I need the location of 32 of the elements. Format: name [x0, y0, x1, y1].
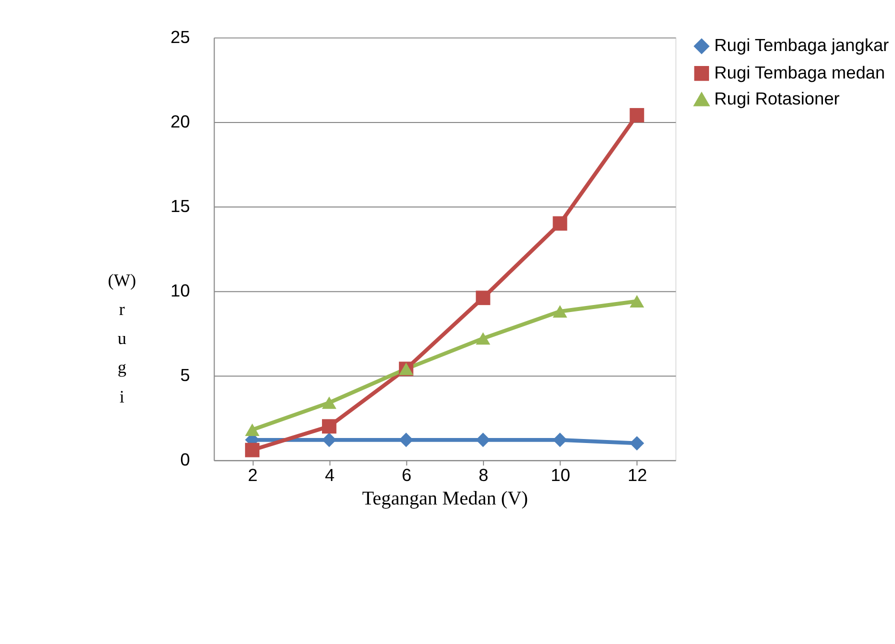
y-tick-label: 10 [170, 280, 190, 300]
point [476, 432, 490, 448]
y-axis-title: (W) rugi [108, 270, 136, 406]
y-tick-label: 25 [170, 26, 190, 47]
point [630, 436, 644, 450]
point [476, 332, 490, 345]
x-tick-label: 8 [478, 465, 488, 486]
x-tick-label: 4 [324, 465, 335, 486]
x-tick-label: 12 [628, 465, 648, 486]
point [476, 290, 490, 306]
y-tick-label: 20 [170, 111, 190, 132]
x-tick-label: 2 [248, 465, 258, 486]
legend-label: Rugi Tembaga medan [714, 62, 885, 82]
point [552, 216, 568, 231]
point [322, 419, 336, 434]
x-tick-label: 6 [402, 465, 412, 486]
x-axis-title: Tegangan Medan (V) [362, 488, 528, 510]
point [245, 442, 260, 458]
y-tick-label: 0 [180, 450, 190, 470]
legend-label: Rugi Rotasioner [714, 88, 840, 109]
point [630, 108, 644, 122]
point [630, 295, 644, 308]
point [245, 424, 260, 436]
point [552, 432, 568, 448]
point [398, 432, 414, 448]
point [552, 305, 568, 318]
y-tick-label: 5 [180, 364, 190, 385]
point [322, 396, 336, 409]
x-tick-label: 10 [550, 465, 570, 486]
legend-label: Rugi Tembaga jangkar [714, 35, 890, 56]
y-tick-label: 15 [170, 196, 190, 216]
point [322, 432, 336, 448]
